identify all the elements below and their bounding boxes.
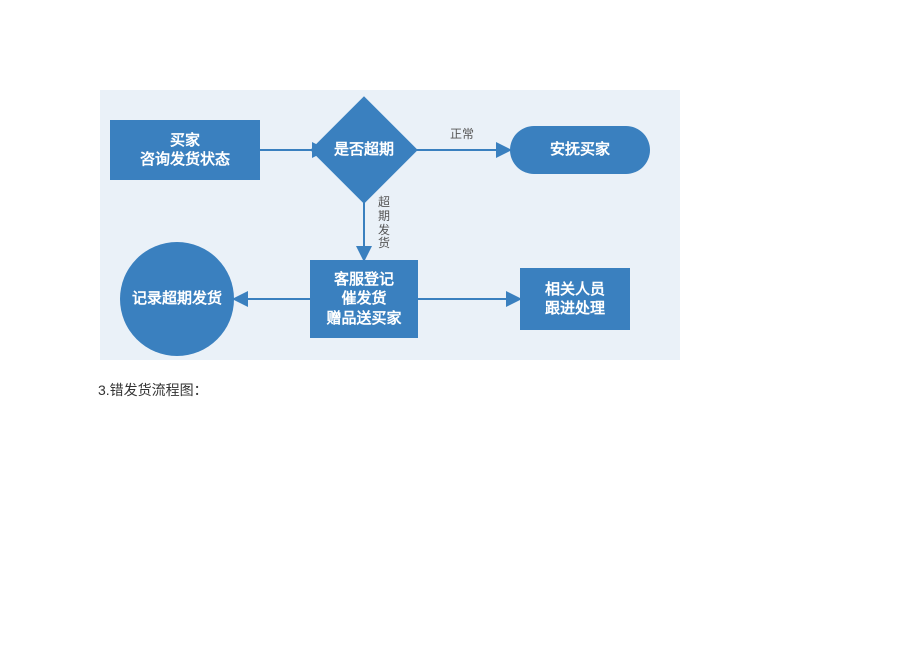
flowchart-node-register: 客服登记催发货赠品送买家 bbox=[310, 260, 418, 338]
flowchart-node-followup: 相关人员跟进处理 bbox=[520, 268, 630, 330]
flowchart-node-decision: 是否超期 bbox=[326, 112, 402, 188]
flowchart-node-start: 买家咨询发货状态 bbox=[110, 120, 260, 180]
edge-label-1: 正常 bbox=[450, 128, 474, 142]
edge-label-2: 超 期 发 货 bbox=[378, 196, 390, 251]
diagram-caption: 3.错发货流程图： bbox=[98, 380, 208, 400]
flowchart-node-record: 记录超期发货 bbox=[120, 242, 234, 356]
flowchart-node-comfort: 安抚买家 bbox=[510, 126, 650, 174]
flowchart-area: 买家咨询发货状态 是否超期 安抚买家客服登记催发货赠品送买家记录超期发货 相关人员跟进… bbox=[100, 90, 680, 360]
